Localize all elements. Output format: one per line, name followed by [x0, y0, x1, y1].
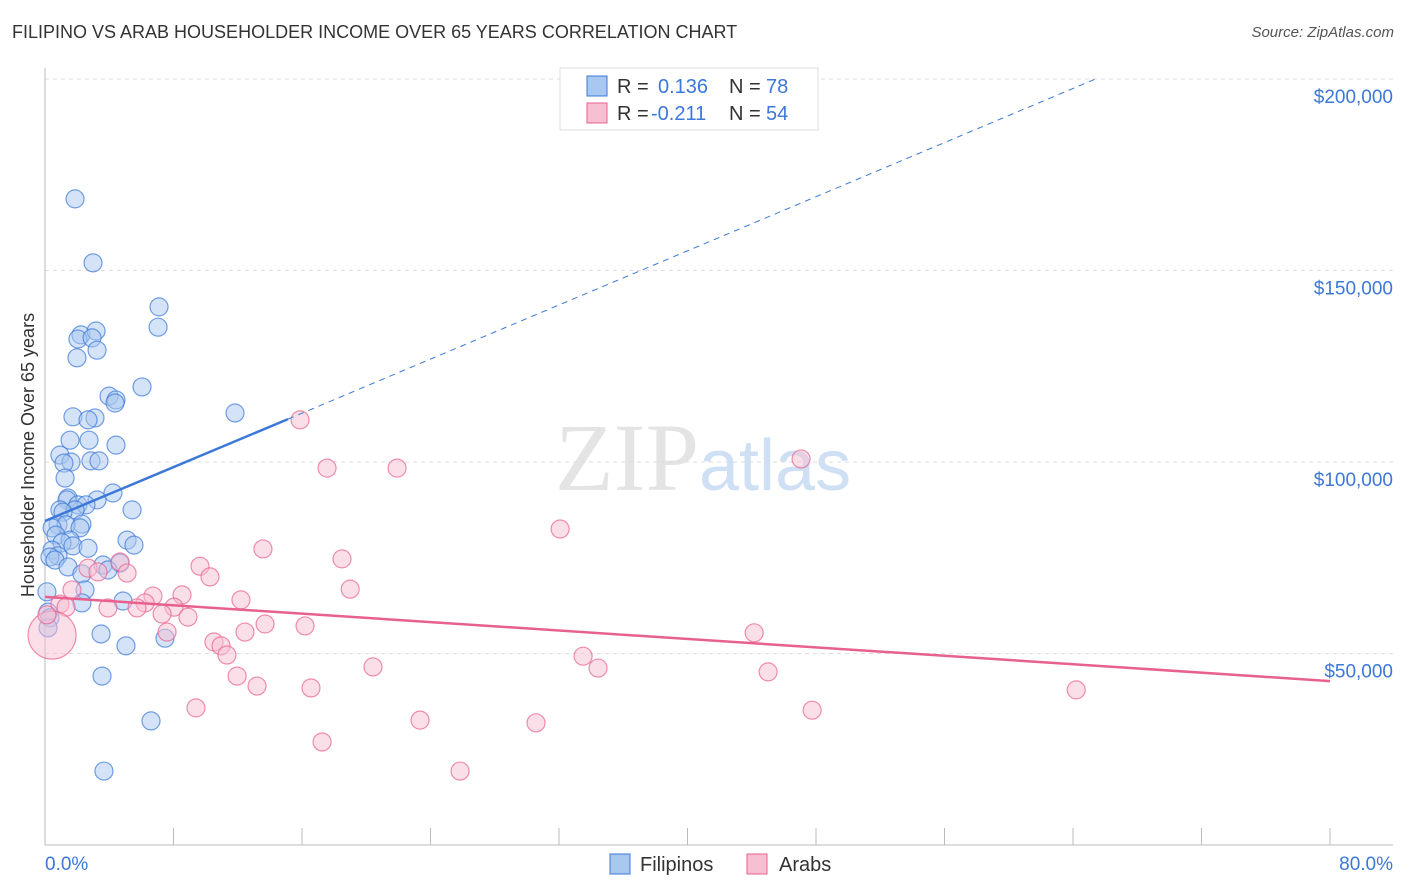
point-arabs — [255, 614, 275, 634]
point-filipinos — [94, 761, 114, 781]
legend-label-filipinos: Filipinos — [640, 854, 713, 876]
point-filipinos — [225, 403, 245, 423]
y-axis-label: Householder Income Over 65 years — [18, 313, 38, 597]
point-arabs — [340, 579, 360, 599]
legend-top: R = 0.136 N = 78 R = -0.211 N = 54 — [559, 67, 819, 131]
chart-title: FILIPINO VS ARAB HOUSEHOLDER INCOME OVER… — [12, 22, 738, 42]
point-filipinos — [148, 317, 168, 337]
legend-swatch-arabs — [746, 853, 768, 875]
point-arabs — [186, 698, 206, 718]
point-filipinos — [122, 500, 142, 520]
trendline-filipinos — [44, 417, 289, 523]
point-arabs — [231, 590, 251, 610]
point-arabs — [157, 622, 177, 642]
point-filipinos — [106, 435, 126, 455]
point-arabs — [588, 658, 608, 678]
point-arabs — [98, 598, 118, 618]
point-arabs — [62, 580, 82, 600]
point-arabs — [290, 410, 310, 430]
point-arabs — [744, 623, 764, 643]
point-arabs — [178, 607, 198, 627]
point-arabs — [332, 549, 352, 569]
legend-n-label: N = — [729, 76, 761, 98]
legend-swatch-filipinos — [609, 853, 631, 875]
point-filipinos — [65, 189, 85, 209]
legend-r-value: -0.211 — [651, 103, 706, 125]
legend-swatch-filipinos — [586, 75, 608, 97]
point-arabs — [526, 713, 546, 733]
legend-n-label: N = — [729, 103, 761, 125]
point-arabs — [410, 710, 430, 730]
point-filipinos — [78, 410, 98, 430]
x-tick-label: 80.0% — [1339, 854, 1393, 875]
point-arabs — [200, 567, 220, 587]
point-filipinos — [105, 393, 125, 413]
legend-r-value: 0.136 — [658, 76, 708, 98]
point-arabs — [573, 646, 593, 666]
point-filipinos — [83, 253, 103, 273]
legend-bottom: Filipinos Arabs — [609, 853, 831, 876]
point-filipinos — [149, 297, 169, 317]
legend-n-value: 54 — [766, 103, 788, 125]
point-arabs — [550, 519, 570, 539]
point-arabs — [247, 676, 267, 696]
point-arabs — [227, 666, 247, 686]
point-filipinos — [87, 340, 107, 360]
point-arabs — [152, 604, 172, 624]
point-filipinos — [79, 430, 99, 450]
source-label: Source: ZipAtlas.com — [1251, 24, 1394, 41]
point-filipinos — [89, 451, 109, 471]
point-filipinos — [141, 711, 161, 731]
point-arabs — [363, 657, 383, 677]
x-tick-label: 0.0% — [45, 854, 88, 875]
point-filipinos — [92, 666, 112, 686]
point-arabs — [88, 562, 108, 582]
legend-swatch-arabs — [586, 102, 608, 124]
point-arabs — [312, 732, 332, 752]
point-arabs — [295, 616, 315, 636]
point-arabs — [317, 458, 337, 478]
point-arabs — [301, 678, 321, 698]
y-tick-label: $200,000 — [1314, 87, 1393, 108]
legend-n-value: 78 — [766, 76, 788, 98]
point-filipinos — [60, 430, 80, 450]
point-arabs — [802, 700, 822, 720]
point-arabs — [758, 662, 778, 682]
legend-r-label: R = — [617, 76, 649, 98]
trendline-extension — [287, 78, 1096, 420]
point-filipinos — [91, 624, 111, 644]
point-arabs — [117, 563, 137, 583]
point-arabs — [217, 645, 237, 665]
y-tick-label: $100,000 — [1314, 470, 1393, 491]
y-tick-label: $50,000 — [1324, 662, 1393, 683]
point-arabs — [791, 449, 811, 469]
point-filipinos — [55, 468, 75, 488]
point-filipinos — [124, 535, 144, 555]
point-arabs — [387, 458, 407, 478]
point-arabs — [1066, 680, 1086, 700]
point-arabs — [235, 622, 255, 642]
point-filipinos — [132, 377, 152, 397]
trendline-arabs — [44, 595, 1331, 683]
point-arabs — [253, 539, 273, 559]
legend-r-label: R = — [617, 103, 649, 125]
point-arabs — [37, 605, 57, 625]
legend-label-arabs: Arabs — [779, 854, 831, 876]
y-tick-label: $150,000 — [1314, 279, 1393, 300]
point-filipinos — [116, 636, 136, 656]
point-filipinos — [67, 348, 87, 368]
point-filipinos — [78, 538, 98, 558]
point-arabs — [450, 761, 470, 781]
